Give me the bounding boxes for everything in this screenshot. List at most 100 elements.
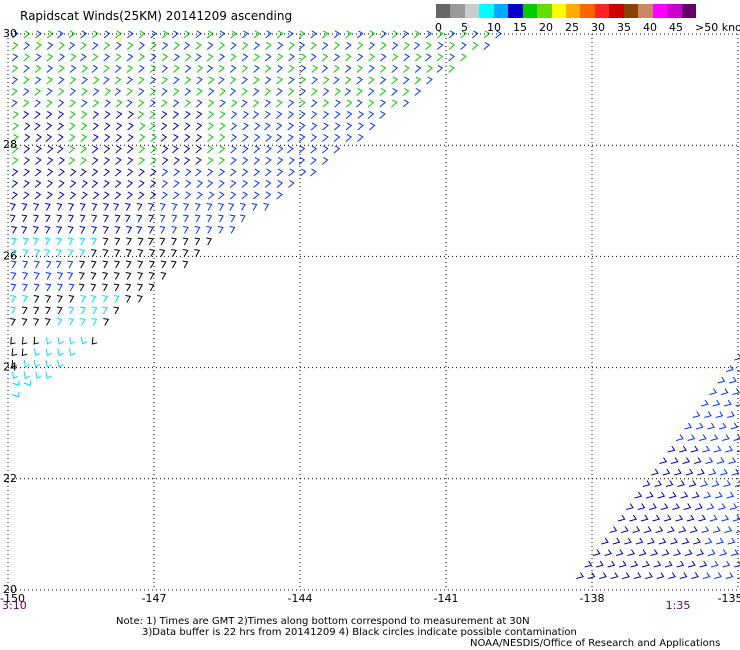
wind-barb [219,99,226,108]
wind-barb [91,306,98,315]
wind-barb [640,514,649,522]
wind-barb [35,41,42,50]
wind-barb [170,260,177,269]
wind-barb [35,145,42,154]
wind-barb [635,537,644,545]
wind-barb [195,53,202,62]
wind-barb [206,41,214,50]
wind-barb [45,283,52,292]
wind-barb [265,133,272,142]
wind-barb [34,168,42,177]
wind-barb [196,64,203,73]
wind-barb [264,99,271,108]
wind-barb [11,348,18,357]
wind-barb [368,122,376,131]
wind-barb [58,41,65,50]
wind-barb [55,260,62,269]
wind-barb [413,30,421,39]
wind-barb [23,64,30,73]
wind-barb [218,30,226,39]
wind-barb [276,30,284,39]
wind-barb [91,145,99,154]
wind-barb [252,191,260,200]
colorbar-label: 25 [565,21,579,34]
wind-barb [67,272,74,280]
wind-barb [11,41,19,50]
wind-barb [137,260,144,269]
wind-barb [668,491,677,499]
wind-barb [104,110,111,119]
wind-barb [173,41,180,50]
wind-barb [69,168,77,177]
colorbar-swatch [450,4,466,18]
wind-barb [69,76,77,85]
wind-barb [34,179,42,188]
wind-barb [252,87,260,96]
wind-barb [645,491,654,499]
wind-barb [622,572,630,579]
wind-barb [426,76,433,85]
wind-barb [729,376,737,384]
wind-barb [630,560,639,568]
wind-barb [183,156,191,165]
wind-barb [402,87,410,96]
wind-barb [114,179,122,188]
wind-barb [102,272,109,280]
wind-barb [638,549,647,556]
lon-tick-label: -138 [580,592,605,605]
wind-barb [678,526,687,533]
wind-barb [727,537,736,545]
wind-barb [56,295,63,303]
wind-barb [34,348,41,357]
wind-barb [288,168,295,177]
wind-barb [171,214,178,223]
wind-barb [11,99,18,108]
wind-barb [80,168,87,177]
wind-barb [333,64,340,73]
wind-barb [675,514,684,522]
wind-barb [183,133,191,142]
wind-barb [704,411,712,418]
wind-barb [334,110,341,119]
wind-barb [299,110,306,119]
wind-barb [264,122,271,131]
wind-barb [58,64,65,73]
wind-barb [670,457,679,464]
wind-barb [183,214,189,223]
wind-barb [159,214,166,223]
wind-barb [240,203,246,211]
wind-barb [276,64,284,73]
wind-barb [23,30,31,39]
wind-barb [391,53,399,62]
wind-barb [693,537,701,545]
colorbar-swatch [436,4,451,18]
wind-barb [34,260,40,269]
wind-barb [137,237,144,246]
wind-barb [310,110,318,119]
wind-barb [126,226,133,234]
wind-barb [10,260,17,269]
wind-barb [436,64,444,73]
wind-barb [229,168,237,177]
wind-barb [68,226,74,234]
wind-barb [356,41,364,50]
wind-barb [195,110,203,119]
wind-barb [701,526,710,533]
wind-barb [615,549,624,556]
wind-barb [663,514,672,522]
wind-barb [148,226,154,234]
wind-barb [183,203,190,211]
wind-barb [57,359,64,368]
wind-barb [103,76,110,85]
lat-tick-label: 26 [3,249,17,262]
wind-barb [46,64,54,73]
wind-barb [310,156,317,165]
wind-barb [159,226,166,234]
wind-barb [692,411,701,418]
wind-barb [368,41,376,50]
wind-barb [264,53,272,62]
wind-barb [103,64,110,73]
colorbar-swatch [594,4,610,18]
wind-barb [672,503,680,510]
wind-barb [241,53,249,62]
